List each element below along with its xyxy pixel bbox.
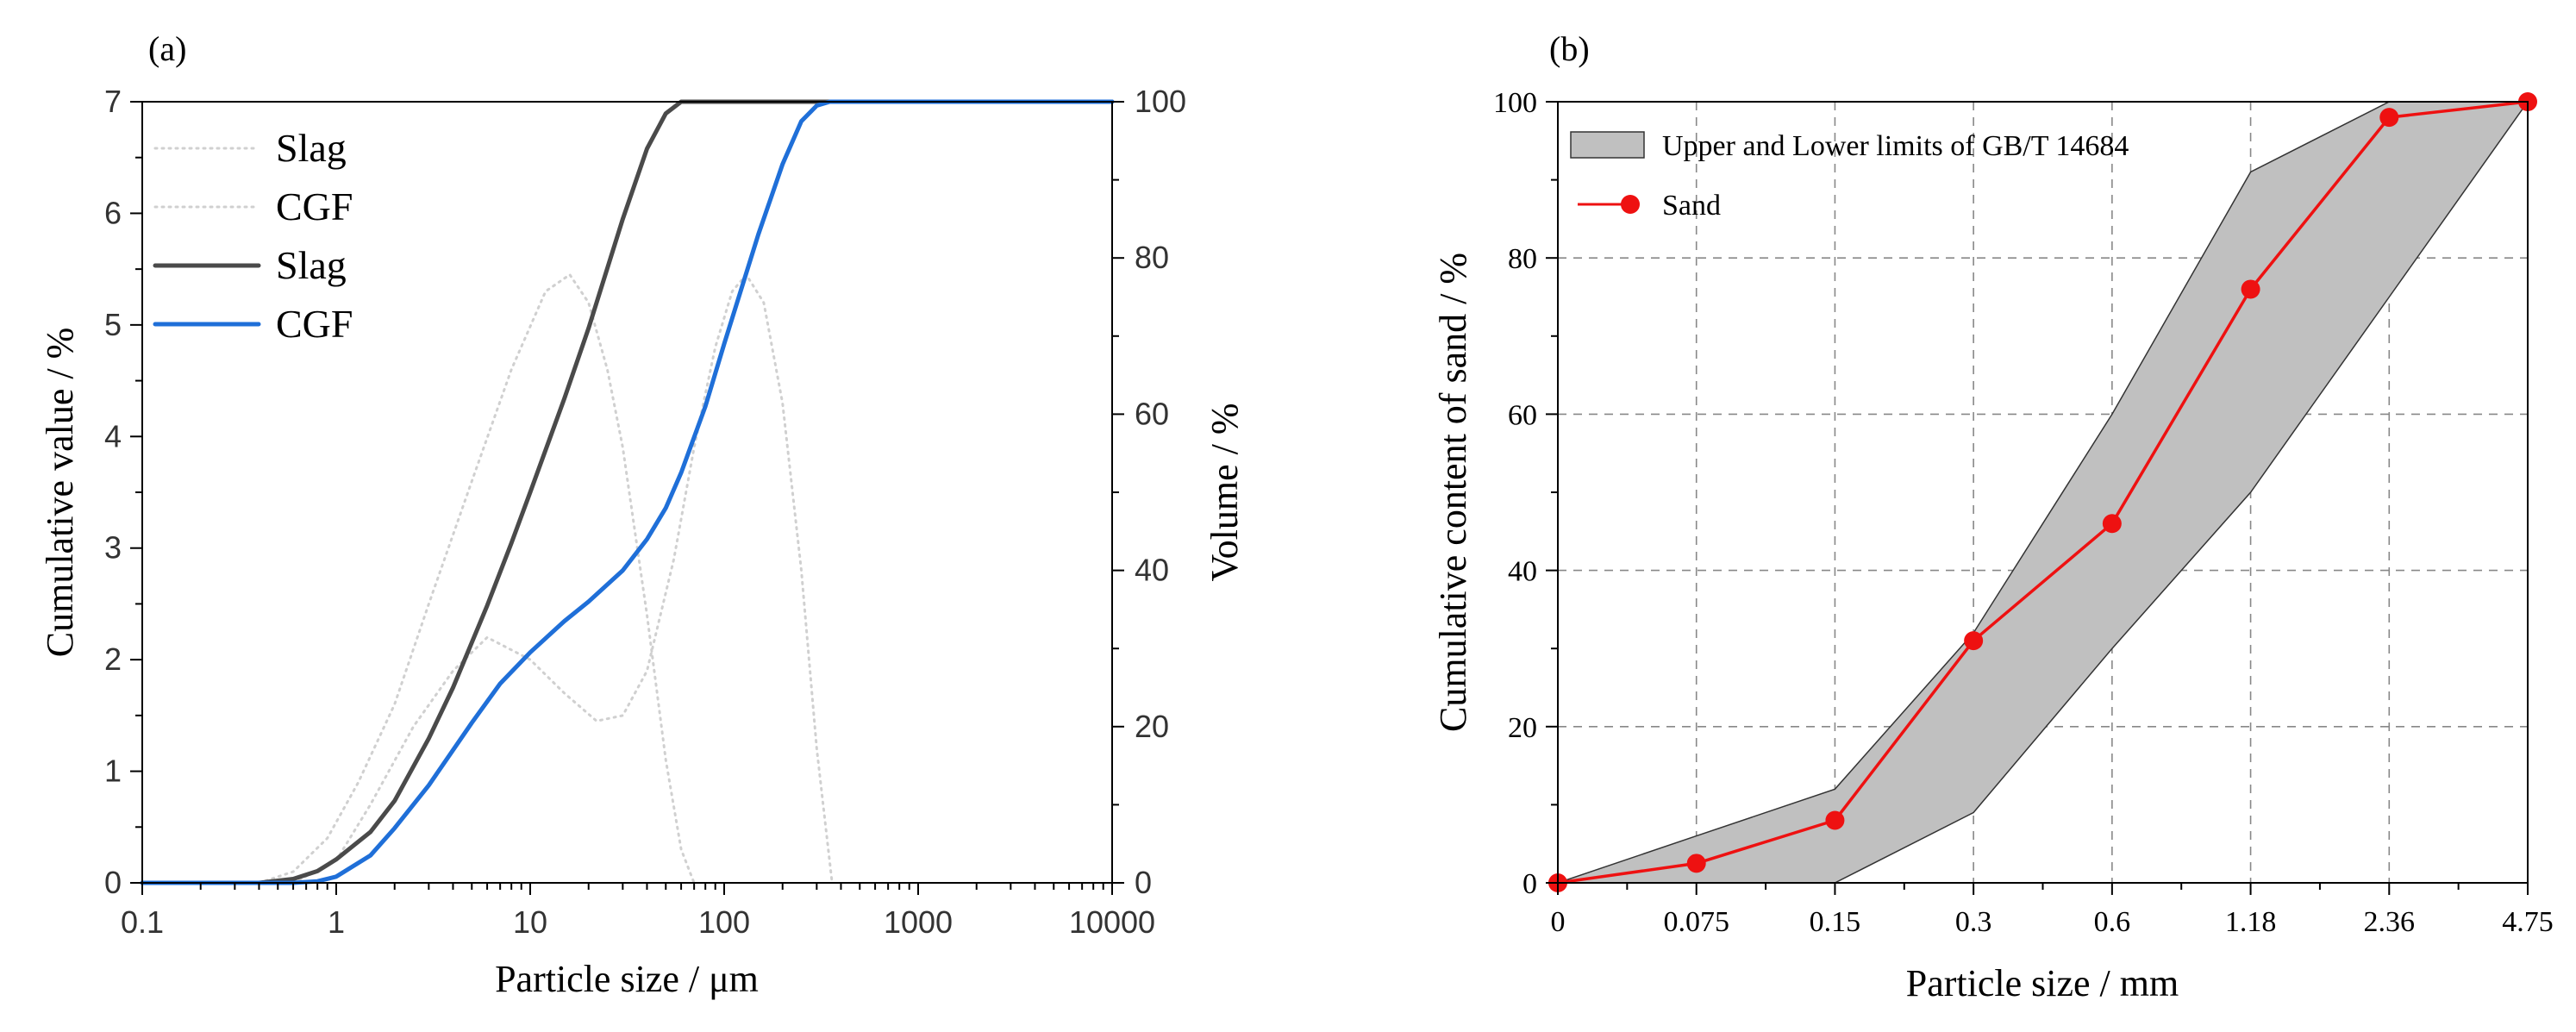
a-y-right-tick-label: 60 <box>1135 396 1169 431</box>
b-legend-band-label: Upper and Lower limits of GB/T 14684 <box>1662 130 2129 162</box>
b-y-tick-label: 100 <box>1493 87 1537 119</box>
b-x-tick-label: 0 <box>1551 906 1566 938</box>
a-legend-label: Slag <box>276 243 347 287</box>
a-x-tick-label: 1000 <box>884 904 953 940</box>
panel-b-label: (b) <box>1549 29 1590 68</box>
b-y-tick-label: 60 <box>1508 399 1537 431</box>
b-x-tick-label: 0.3 <box>1955 906 1992 938</box>
b-y-tick-label: 80 <box>1508 243 1537 275</box>
a-y-left-tick-label: 2 <box>104 641 122 677</box>
b-legend: Upper and Lower limits of GB/T 14684 Sand <box>1570 130 2129 222</box>
a-y-right-tick-label: 80 <box>1135 240 1169 275</box>
b-x-axis-label: Particle size / mm <box>1906 962 2179 1004</box>
a-x-axis-label: Particle size / μm <box>495 958 759 1000</box>
a-y-left-tick-label: 1 <box>104 754 122 789</box>
a-y-ticks-left: 0 1 2 3 4 5 6 7 <box>104 84 142 900</box>
b-x-tick-label: 0.075 <box>1663 906 1729 938</box>
b-legend-sand-marker <box>1621 195 1640 214</box>
a-y-left-tick-label: 5 <box>104 307 122 342</box>
a-legend-label: CGF <box>276 185 353 228</box>
a-cumulative-curves <box>140 99 1115 885</box>
a-cumulative-slag-line <box>140 99 1115 885</box>
a-distribution-curves <box>258 273 834 885</box>
a-y-right-tick-label: 20 <box>1135 709 1169 744</box>
b-y-tick-label: 20 <box>1508 712 1537 744</box>
panel-a: (a) 0.1 1 10 100 1000 10000 0 1 2 3 4 5 6 7 0 20 40 60 8… <box>39 29 1246 1000</box>
a-y-left-tick-label: 4 <box>104 418 122 453</box>
b-y-axis-label: Cumulative content of sand / % <box>1432 253 1474 732</box>
a-cumulative-cgf-line <box>140 99 1115 885</box>
b-x-tick-label: 2.36 <box>2364 906 2416 938</box>
a-y-left-tick-label: 6 <box>104 195 122 230</box>
b-sand-point <box>1686 854 1706 873</box>
b-y-tick-label: 0 <box>1522 868 1537 900</box>
b-x-tick-label: 4.75 <box>2502 906 2554 938</box>
a-x-tick-label: 10 <box>513 904 547 940</box>
a-y-left-tick-label: 0 <box>104 865 122 900</box>
a-y-axis-label-right: Volume / % <box>1204 403 1246 582</box>
b-x-tick-label: 0.6 <box>2094 906 2131 938</box>
b-x-tick-label: 1.18 <box>2225 906 2277 938</box>
a-y-right-tick-label: 40 <box>1135 553 1169 588</box>
b-sand-point <box>1825 810 1845 830</box>
a-x-tick-label: 0.1 <box>121 904 164 940</box>
a-y-left-tick-label: 7 <box>104 84 122 119</box>
a-legend: Slag CGF Slag CGF <box>153 126 353 346</box>
a-legend-label: CGF <box>276 302 353 346</box>
a-y-left-tick-label: 3 <box>104 530 122 566</box>
b-y-ticks: 0 20 40 60 80 100 <box>1493 87 1558 900</box>
a-distribution-slag-line <box>258 273 696 885</box>
b-x-ticks: 0 0.075 0.15 0.3 0.6 1.18 2.36 4.75 <box>1551 883 2554 938</box>
b-sand-point <box>2379 108 2399 128</box>
b-sand-point <box>2102 514 2122 534</box>
b-sand-series <box>1548 92 2537 892</box>
panel-a-label: (a) <box>148 29 186 68</box>
a-x-tick-label: 1 <box>328 904 345 940</box>
b-sand-line <box>1557 100 2529 885</box>
a-y-axis-label-left: Cumulative value / % <box>39 328 81 657</box>
b-sand-point <box>2241 279 2260 299</box>
b-legend-sand-label: Sand <box>1662 190 1721 222</box>
a-legend-label: Slag <box>276 126 347 170</box>
panel-b: (b) 0 0.075 0.15 0.3 0.6 1.18 2.36 4.75 0 20 40 60… <box>1432 29 2554 1004</box>
a-y-right-tick-label: 100 <box>1135 84 1186 119</box>
a-distribution-cgf-line <box>291 273 834 885</box>
a-x-ticks: 0.1 1 10 100 1000 10000 <box>121 883 1155 940</box>
a-y-ticks-right: 0 20 40 60 80 100 <box>1112 84 1186 900</box>
a-x-tick-label: 100 <box>698 904 750 940</box>
b-y-tick-label: 40 <box>1508 556 1537 588</box>
a-y-right-tick-label: 0 <box>1135 865 1152 900</box>
b-x-tick-label: 0.15 <box>1810 906 1861 938</box>
a-x-tick-label: 10000 <box>1069 904 1155 940</box>
b-sand-point <box>1964 631 1984 651</box>
b-legend-band-swatch <box>1570 131 1645 159</box>
